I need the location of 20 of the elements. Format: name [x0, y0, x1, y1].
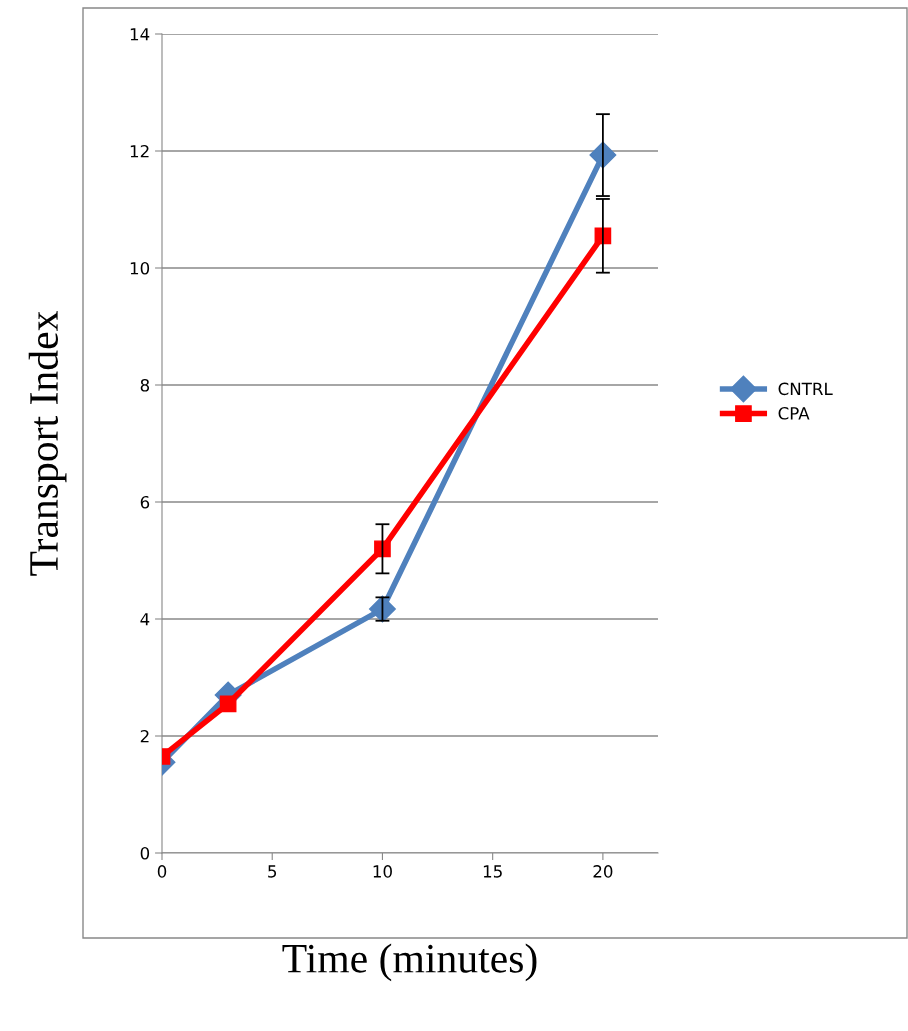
legend-label: CPA	[778, 407, 810, 420]
x-tick-label: 10	[373, 865, 392, 878]
x-tick-label: 5	[268, 865, 277, 878]
x-axis-title: Time (minutes)	[282, 943, 537, 982]
legend-label: CNTRL	[778, 382, 833, 396]
y-tick-label: 4	[140, 613, 150, 626]
point	[374, 540, 391, 558]
y-tick-label: 8	[140, 378, 150, 392]
y-tick-label: 14	[130, 28, 150, 41]
x-tick-label: 20	[593, 865, 613, 878]
x-tick-label: 0	[157, 865, 167, 878]
y-tick-label: 12	[130, 144, 149, 158]
y-tick-label: 10	[130, 261, 150, 275]
y-axis-title: Transport Index	[28, 311, 67, 576]
x-tick-label: 15	[483, 865, 502, 878]
point	[219, 695, 237, 713]
y-tick-label: 0	[140, 846, 150, 860]
point	[368, 595, 396, 623]
y-tick-label: 6	[140, 495, 150, 509]
y-tick-label: 2	[140, 729, 149, 743]
